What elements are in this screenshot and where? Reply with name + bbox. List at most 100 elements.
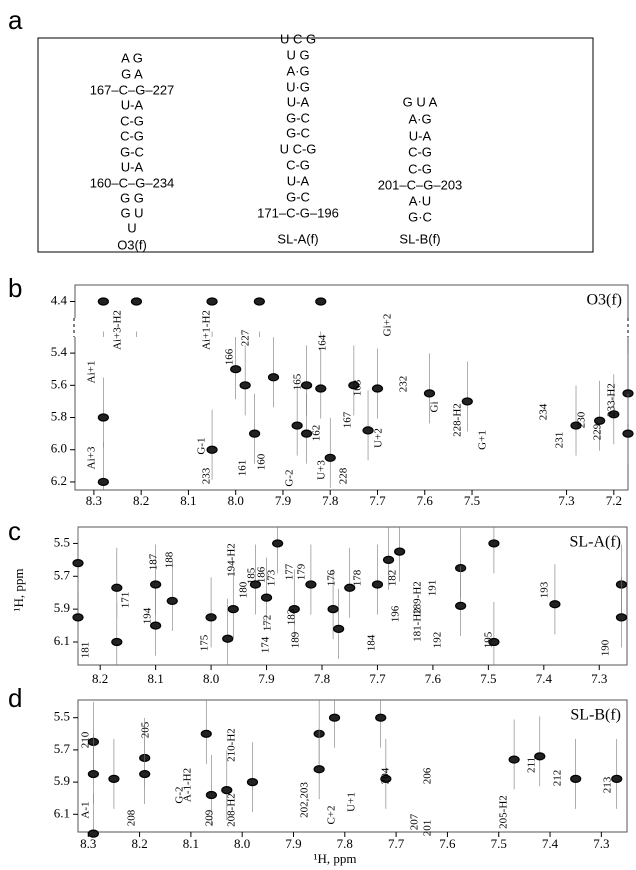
panel-a-frame xyxy=(37,37,594,253)
cross-peak xyxy=(205,790,218,800)
cross-peak xyxy=(371,384,384,393)
peak-label: 189 xyxy=(290,631,302,648)
peak-label: 167 xyxy=(342,411,354,428)
cross-peak xyxy=(328,713,341,722)
nucleotide-row: U xyxy=(127,220,136,235)
peak-label: 205-H2 xyxy=(498,795,510,829)
peak-label: 231 xyxy=(554,432,566,449)
nucleotide-row: U·G xyxy=(286,79,310,94)
nucleotide-row: A·U xyxy=(409,193,431,208)
cross-peak xyxy=(249,580,262,589)
cross-peak xyxy=(461,397,473,406)
peak-label: 185 xyxy=(246,567,258,584)
peak-label: 195 xyxy=(483,631,495,648)
peak-label: 202,203 xyxy=(299,782,311,818)
x-tick-label: 7.4 xyxy=(536,671,553,686)
peak-label: G+1 xyxy=(477,430,489,450)
nucleotide-row: A·G xyxy=(286,63,309,78)
cross-peak xyxy=(362,426,374,435)
peak-label: 180 xyxy=(238,581,250,598)
cross-peak xyxy=(87,769,99,779)
x-tick-label: 7.8 xyxy=(314,671,330,686)
spectrum-frame xyxy=(77,699,628,833)
peak-label: 207 xyxy=(409,813,421,830)
cross-peak xyxy=(300,381,313,390)
cross-peak xyxy=(72,559,84,568)
peak-label: 172 xyxy=(262,615,274,632)
y-tick-label: 6.1 xyxy=(54,633,70,648)
peak-label: 234 xyxy=(538,403,550,420)
nucleotide-row: 171–C-G–196 xyxy=(257,205,339,220)
cross-peak xyxy=(267,373,280,382)
peak-label: 181 xyxy=(80,642,92,659)
nucleotide-row: C-G xyxy=(120,128,144,143)
peak-label: 173 xyxy=(266,569,278,586)
y-tick-label: 5.4 xyxy=(51,344,68,359)
cross-peak xyxy=(200,729,212,738)
peak-label: 194-H2 xyxy=(226,543,238,577)
x-tick-label: 8.2 xyxy=(133,493,149,508)
cross-peak xyxy=(111,583,123,592)
nucleotide-row: U-A xyxy=(287,173,310,188)
cross-peak xyxy=(344,583,356,592)
cross-peak xyxy=(227,605,239,614)
cross-peak xyxy=(166,596,178,606)
structure-name: O3(f) xyxy=(117,237,147,252)
cross-peak xyxy=(508,755,520,764)
peak-label: 171 xyxy=(120,592,132,609)
peak-label: Ai+3 xyxy=(86,446,98,469)
peak-label: 176 xyxy=(326,569,338,586)
x-tick-label: 7.7 xyxy=(369,493,386,508)
peak-label: 233-H2 xyxy=(606,383,618,417)
cross-peak xyxy=(570,774,582,783)
cross-peak xyxy=(150,580,162,589)
cross-peak xyxy=(315,384,327,393)
y-tick-label: 4.4 xyxy=(51,292,68,307)
cross-peak xyxy=(371,580,384,589)
x-tick-label: 7.9 xyxy=(285,836,301,851)
peak-label: 164 xyxy=(317,334,329,351)
peak-label: Gi xyxy=(429,402,441,413)
cross-peak xyxy=(72,613,84,622)
peak-label: 175 xyxy=(199,634,211,651)
peak-label: Ai+1 xyxy=(86,361,98,384)
x-tick-label: 7.3 xyxy=(558,493,574,508)
peak-label: 161 xyxy=(237,460,249,477)
cross-peak xyxy=(375,713,387,722)
peak-label: 227 xyxy=(240,329,252,346)
peak-label: A-1 xyxy=(80,801,92,818)
cross-peak xyxy=(615,613,628,622)
y-axis-label: ¹H, ppm xyxy=(11,569,26,612)
peak-label: 212 xyxy=(552,770,564,787)
x-tick-label: 7.7 xyxy=(388,836,405,851)
peak-label: U+3 xyxy=(316,460,328,480)
cross-peak xyxy=(205,613,217,622)
peak-label: Ai+1-H2 xyxy=(201,310,213,350)
nucleotide-row: A·G xyxy=(408,111,431,126)
peak-label: 201 xyxy=(422,820,434,837)
y-tick-label: 5.9 xyxy=(54,600,70,615)
x-tick-label: 7.2 xyxy=(606,493,622,508)
peak-label: 163 xyxy=(352,379,364,396)
cross-peak xyxy=(594,416,606,425)
y-tick-label: 5.5 xyxy=(54,709,70,724)
x-tick-label: 8.0 xyxy=(203,671,219,686)
cross-peak xyxy=(249,429,261,438)
cross-peak xyxy=(130,297,143,306)
x-tick-label: 7.3 xyxy=(593,836,609,851)
peak-label: 233 xyxy=(201,467,213,484)
peak-label: 179 xyxy=(296,563,308,580)
nucleotide-row: U C G xyxy=(280,31,316,46)
nucleotide-row: A G xyxy=(121,50,143,65)
peak-label: A-1-H2 xyxy=(182,768,194,802)
structure-name: SL-A(f) xyxy=(277,231,318,246)
y-tick-label: 5.6 xyxy=(51,376,68,391)
cross-peak xyxy=(87,829,99,838)
nucleotide-row: U-A xyxy=(409,128,432,143)
x-tick-label: 8.1 xyxy=(183,836,199,851)
cross-peak xyxy=(260,593,273,602)
x-tick-label: 7.4 xyxy=(542,836,559,851)
x-tick-label: 8.3 xyxy=(86,493,102,508)
peak-label: 229 xyxy=(592,423,604,440)
x-tick-label: 7.5 xyxy=(464,493,480,508)
